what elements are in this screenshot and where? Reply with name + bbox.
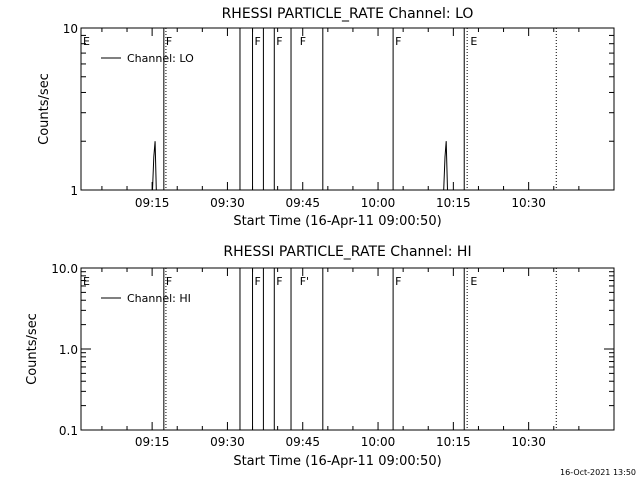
event-marker-label: E: [470, 35, 477, 48]
event-marker-label: E: [83, 35, 90, 48]
y-tick-label: 10: [63, 22, 78, 36]
legend-label: Channel: HI: [127, 292, 191, 305]
x-tick-label: 10:30: [511, 196, 546, 210]
lo-channel-panel: RHESSI PARTICLE_RATE Channel: LO 1 10 09:15…: [37, 6, 615, 229]
event-marker-label: F: [255, 35, 261, 48]
y-tick-label: 1.0: [59, 343, 78, 357]
chart-title: RHESSI PARTICLE_RATE Channel: LO: [222, 6, 474, 22]
x-tick-label: 09:30: [210, 196, 245, 210]
y-tick-label: 0.1: [59, 424, 78, 438]
x-tick-label: 10:30: [511, 435, 546, 449]
y-axis-label: Counts/sec: [25, 313, 40, 385]
x-tick-label: 10:15: [436, 435, 471, 449]
x-tick-label: 09:45: [285, 435, 320, 449]
event-marker-label: F': [300, 275, 309, 288]
x-tick-label: 09:45: [285, 196, 320, 210]
x-tick-label: 10:00: [361, 196, 396, 210]
chart-title: RHESSI PARTICLE_RATE Channel: HI: [223, 244, 471, 260]
x-tick-label: 09:30: [210, 435, 245, 449]
event-marker-label: F: [276, 35, 282, 48]
event-marker-label: F: [395, 275, 401, 288]
event-marker-label: E: [83, 275, 90, 288]
event-marker-label: F: [166, 275, 172, 288]
event-marker-label: F: [395, 35, 401, 48]
event-marker-label: F: [300, 35, 306, 48]
x-tick-label: 10:00: [361, 435, 396, 449]
x-axis-label: Start Time (16-Apr-11 09:00:50): [233, 454, 441, 469]
legend-label: Channel: LO: [127, 52, 194, 65]
event-marker-label: F: [166, 35, 172, 48]
x-tick-label: 10:15: [436, 196, 471, 210]
y-tick-label: 10.0: [51, 262, 78, 276]
y-axis-label: Counts/sec: [37, 73, 52, 145]
x-tick-label: 09:15: [135, 196, 170, 210]
event-marker-label: E: [470, 275, 477, 288]
series-line: [152, 141, 448, 191]
event-marker-label: F: [276, 275, 282, 288]
hi-channel-panel: RHESSI PARTICLE_RATE Channel: HI 0.1 1.0 10…: [25, 244, 615, 469]
x-tick-label: 09:15: [135, 435, 170, 449]
x-axis-label: Start Time (16-Apr-11 09:00:50): [233, 214, 441, 229]
event-marker-label: F: [255, 275, 261, 288]
footer-timestamp: 16-Oct-2021 13:50: [560, 468, 636, 477]
y-tick-label: 1: [70, 184, 78, 198]
